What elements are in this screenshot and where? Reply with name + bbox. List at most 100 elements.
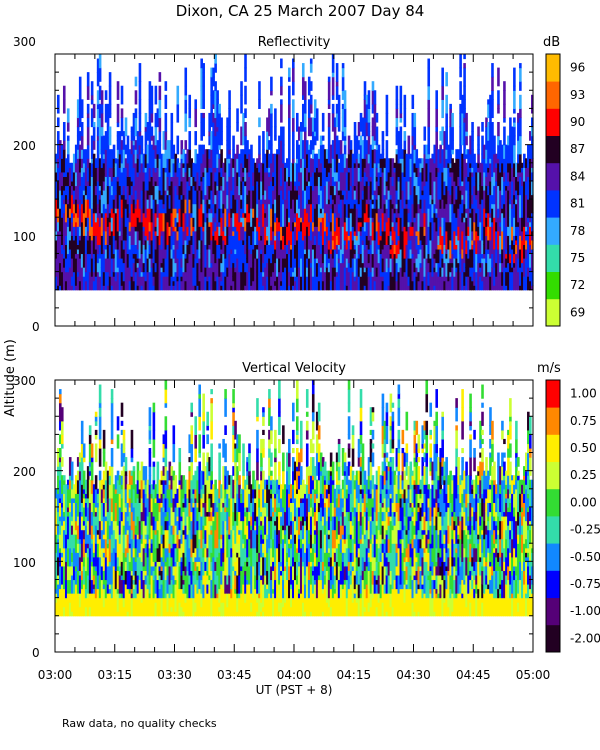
colorbar-swatch	[546, 81, 560, 109]
heatmap-cell	[349, 149, 353, 168]
heatmap-cell	[94, 167, 98, 187]
heatmap-cell	[220, 534, 223, 540]
heatmap-cell	[246, 497, 249, 508]
heatmap-cell	[294, 244, 297, 259]
heatmap-cell	[278, 171, 281, 177]
heatmap-cell	[176, 176, 180, 196]
heatmap-cell	[433, 267, 437, 273]
heatmap-cell	[222, 203, 225, 214]
heatmap-cell	[152, 167, 156, 187]
heatmap-cell	[517, 285, 520, 291]
heatmap-cell	[421, 167, 425, 182]
heatmap-cell	[164, 597, 168, 612]
heatmap-cell	[210, 389, 213, 395]
heatmap-cell	[403, 108, 407, 128]
heatmap-cell	[256, 158, 259, 168]
heatmap-cell	[403, 239, 407, 259]
heatmap-cell	[236, 597, 239, 612]
heatmap-cell	[70, 235, 74, 250]
heatmap-cell	[86, 267, 90, 277]
heatmap-cell	[246, 561, 249, 567]
heatmap-cell	[178, 547, 182, 562]
heatmap-cell	[210, 221, 213, 241]
heatmap-cell	[449, 167, 452, 173]
heatmap-cell	[80, 167, 84, 177]
heatmap-cell	[274, 248, 277, 264]
heatmap-cell	[232, 497, 235, 513]
heatmap-cell	[176, 579, 180, 594]
heatmap-cell	[198, 511, 201, 531]
heatmap-cell	[353, 285, 357, 291]
heatmap-cell	[114, 158, 118, 164]
heatmap-cell	[379, 176, 383, 182]
heatmap-cell	[437, 167, 440, 173]
heatmap-cell	[419, 208, 423, 227]
heatmap-cell	[439, 280, 442, 291]
heatmap-cell	[325, 267, 329, 277]
heatmap-cell	[190, 158, 194, 177]
heatmap-cell	[353, 253, 357, 259]
heatmap-cell	[441, 67, 444, 87]
heatmap-cell	[321, 180, 325, 196]
heatmap-cell	[62, 248, 66, 255]
heatmap-cell	[234, 593, 237, 608]
heatmap-cell	[517, 112, 520, 123]
heatmap-cell	[194, 162, 198, 168]
heatmap-cell	[148, 99, 152, 119]
heatmap-cell	[208, 493, 211, 499]
heatmap-cell	[327, 144, 331, 155]
heatmap-cell	[154, 171, 158, 182]
heatmap-cell	[262, 285, 265, 291]
heatmap-cell	[417, 190, 421, 205]
heatmap-cell	[297, 262, 301, 268]
heatmap-cell	[244, 561, 247, 571]
heatmap-cell	[124, 561, 128, 571]
heatmap-cell	[194, 556, 198, 562]
heatmap-cell	[160, 525, 164, 535]
heatmap-cell	[415, 190, 419, 196]
heatmap-cell	[230, 285, 233, 291]
heatmap-cell	[182, 176, 186, 187]
heatmap-cell	[220, 167, 223, 177]
heatmap-cell	[258, 199, 261, 209]
heatmap-cell	[186, 244, 190, 259]
heatmap-cell	[154, 529, 158, 535]
heatmap-cell	[70, 516, 74, 522]
heatmap-cell	[190, 258, 194, 268]
heatmap-cell	[501, 176, 504, 196]
heatmap-cell	[220, 271, 223, 282]
heatmap-cell	[343, 176, 347, 191]
heatmap-cell	[345, 199, 349, 205]
heatmap-cell	[309, 185, 313, 205]
heatmap-cell	[94, 212, 98, 223]
heatmap-cell	[150, 538, 154, 544]
heatmap-cell	[82, 158, 86, 164]
heatmap-cell	[198, 556, 201, 562]
heatmap-cell	[194, 584, 198, 603]
heatmap-cell	[176, 488, 180, 503]
heatmap-cell	[58, 588, 62, 603]
heatmap-cell	[254, 199, 257, 209]
heatmap-cell	[299, 258, 303, 277]
heatmap-cell	[192, 253, 196, 268]
heatmap-cell	[226, 267, 229, 277]
heatmap-cell	[264, 212, 267, 218]
heatmap-cell	[118, 131, 122, 146]
heatmap-cell	[192, 475, 196, 490]
heatmap-cell	[80, 588, 84, 603]
heatmap-cell	[164, 402, 168, 408]
heatmap-cell	[505, 267, 508, 273]
heatmap-cell	[140, 276, 144, 286]
heatmap-cell	[357, 153, 361, 164]
heatmap-cell	[154, 588, 158, 594]
heatmap-cell	[76, 158, 80, 177]
heatmap-cell	[114, 552, 118, 571]
heatmap-cell	[427, 208, 431, 227]
heatmap-cell	[341, 158, 345, 173]
heatmap-cell	[172, 565, 176, 576]
heatmap-cell	[401, 208, 405, 227]
heatmap-cell	[140, 221, 144, 236]
heatmap-cell	[387, 190, 391, 196]
heatmap-cell	[397, 199, 401, 214]
heatmap-cell	[429, 194, 433, 205]
